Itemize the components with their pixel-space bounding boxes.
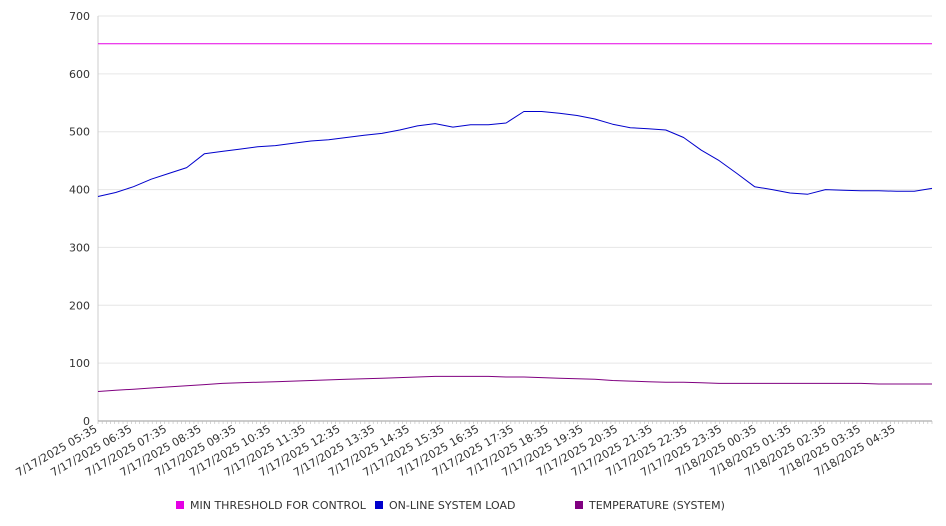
y-tick-label: 300 xyxy=(69,241,90,254)
y-tick-label: 0 xyxy=(83,415,90,428)
grid-lines xyxy=(98,15,932,364)
y-tick-label: 400 xyxy=(69,184,90,197)
legend: MIN THRESHOLD FOR CONTROL ON-LINE SYSTEM … xyxy=(176,499,725,512)
y-axis: 0 100 200 300 400 500 600 700 xyxy=(69,10,99,428)
legend-swatch xyxy=(176,501,184,509)
series-line-1 xyxy=(97,111,933,197)
x-axis: 7/17/2025 05:357/17/2025 06:357/17/2025 … xyxy=(14,420,933,479)
y-tick-label: 200 xyxy=(69,299,90,312)
series-lines xyxy=(97,43,933,392)
y-tick-label: 600 xyxy=(69,68,90,81)
y-tick-label: 100 xyxy=(69,357,90,370)
y-tick-label: 700 xyxy=(69,10,90,23)
legend-swatch xyxy=(375,501,383,509)
legend-label: ON-LINE SYSTEM LOAD xyxy=(389,499,515,512)
legend-label: TEMPERATURE (SYSTEM) xyxy=(588,499,725,512)
y-tick-label: 500 xyxy=(69,126,90,139)
legend-label: MIN THRESHOLD FOR CONTROL xyxy=(190,499,367,512)
series-line-2 xyxy=(97,375,932,392)
legend-swatch xyxy=(575,501,583,509)
